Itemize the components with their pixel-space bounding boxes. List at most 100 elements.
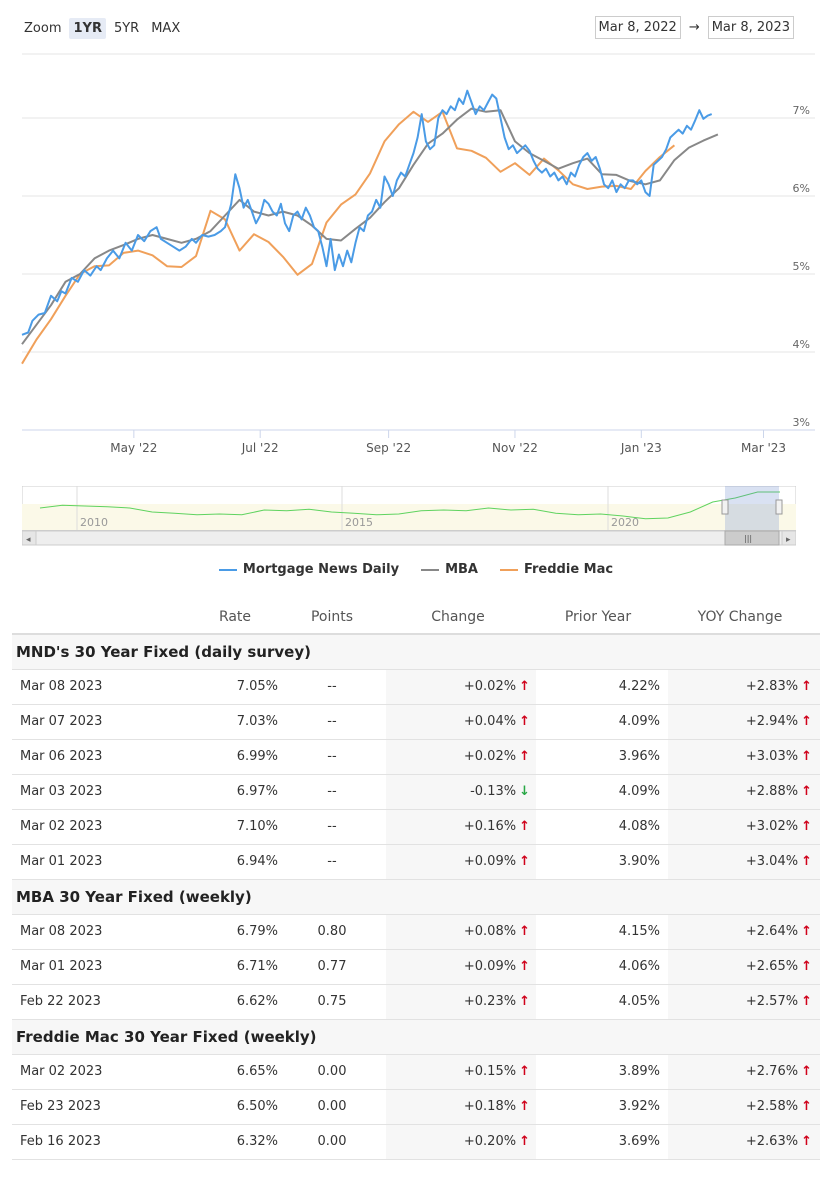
zoom-1yr-button[interactable]: 1YR xyxy=(69,18,106,39)
date-cell: Feb 23 2023 xyxy=(12,1089,192,1125)
points-cell-value: -- xyxy=(327,854,337,869)
scroll-right-button[interactable] xyxy=(781,530,796,546)
rate-cell: 6.97% xyxy=(192,774,278,810)
legend-item-mba[interactable]: MBA xyxy=(421,562,478,577)
arrow-up-icon: ↑ xyxy=(519,819,530,834)
navigator-right-handle[interactable] xyxy=(775,499,783,515)
arrow-up-icon: ↑ xyxy=(801,994,812,1009)
change-cell-value: +0.18% xyxy=(463,1099,517,1114)
table-row: Mar 02 2023 7.10% -- +0.16% ↑ 4.08% +3.02% ↑ xyxy=(12,809,820,845)
prior-year-cell-value: 3.69% xyxy=(618,1134,660,1149)
rate-cell: 7.03% xyxy=(192,704,278,740)
y-tick-label: 3% xyxy=(793,416,810,429)
yoy-cell: +2.64% ↑ xyxy=(668,914,820,950)
points-cell-value: -- xyxy=(327,784,337,799)
rate-cell-value: 7.05% xyxy=(236,679,278,694)
rate-cell-value: 6.99% xyxy=(236,749,278,764)
navigator-scrollbar[interactable] xyxy=(22,530,796,546)
prior-year-cell: 3.92% xyxy=(536,1089,668,1125)
points-cell: -- xyxy=(278,704,386,740)
points-cell: -- xyxy=(278,669,386,705)
date-cell-value: Mar 03 2023 xyxy=(20,784,103,799)
yoy-cell-value: +2.63% xyxy=(745,1134,799,1149)
points-cell-value: 0.00 xyxy=(317,1134,347,1149)
prior-year-cell-value: 3.92% xyxy=(618,1099,660,1114)
navigator-selection[interactable] xyxy=(725,486,779,530)
legend-item-mnd[interactable]: Mortgage News Daily xyxy=(218,562,399,577)
points-cell: -- xyxy=(278,809,386,845)
points-cell-value: -- xyxy=(327,819,337,834)
date-cell: Mar 08 2023 xyxy=(12,914,192,950)
change-cell: +0.16% ↑ xyxy=(386,809,536,845)
arrow-up-icon: ↑ xyxy=(801,854,812,869)
section-title: MBA 30 Year Fixed (weekly) xyxy=(12,879,820,915)
change-cell: +0.15% ↑ xyxy=(386,1054,536,1090)
prior-year-cell: 4.09% xyxy=(536,774,668,810)
header-points: Points xyxy=(278,600,386,635)
zoom-controls: Zoom 1YR 5YR MAX xyxy=(24,18,184,39)
arrow-up-icon: ↑ xyxy=(519,854,530,869)
points-cell: 0.77 xyxy=(278,949,386,985)
date-cell-value: Mar 01 2023 xyxy=(20,854,103,869)
section-title: MND's 30 Year Fixed (daily survey) xyxy=(12,634,820,670)
yoy-cell-value: +2.94% xyxy=(745,714,799,729)
change-cell-value: +0.20% xyxy=(463,1134,517,1149)
navigator-left-handle[interactable] xyxy=(721,499,729,515)
prior-year-cell-value: 4.09% xyxy=(618,784,660,799)
change-cell-value: +0.15% xyxy=(463,1064,517,1079)
x-tick-label: May '22 xyxy=(110,441,157,455)
date-cell: Feb 16 2023 xyxy=(12,1124,192,1160)
yoy-cell-value: +2.76% xyxy=(745,1064,799,1079)
yoy-cell: +3.03% ↑ xyxy=(668,739,820,775)
prior-year-cell: 4.05% xyxy=(536,984,668,1020)
series-line-mnd[interactable] xyxy=(21,89,713,336)
navigator-label-2010: 2010 xyxy=(80,516,108,529)
date-cell-value: Feb 22 2023 xyxy=(20,994,101,1009)
rate-cell-value: 7.10% xyxy=(236,819,278,834)
date-cell: Mar 07 2023 xyxy=(12,704,192,740)
legend-item-freddie[interactable]: Freddie Mac xyxy=(499,562,613,577)
arrow-up-icon: ↑ xyxy=(801,1134,812,1149)
range-to-input[interactable]: Mar 8, 2023 xyxy=(707,16,794,39)
change-cell-value: +0.16% xyxy=(463,819,517,834)
prior-year-cell-value: 4.06% xyxy=(618,959,660,974)
scroll-left-button[interactable] xyxy=(22,530,37,546)
range-from-input[interactable]: Mar 8, 2022 xyxy=(594,16,681,39)
date-cell-value: Mar 02 2023 xyxy=(20,819,103,834)
change-cell: +0.09% ↑ xyxy=(386,949,536,985)
change-cell: +0.18% ↑ xyxy=(386,1089,536,1125)
points-cell-value: 0.80 xyxy=(317,924,347,939)
section-header-row: Freddie Mac 30 Year Fixed (weekly) xyxy=(12,1019,820,1055)
prior-year-cell-value: 4.08% xyxy=(618,819,660,834)
change-cell-value: +0.02% xyxy=(463,679,517,694)
prior-year-cell: 4.15% xyxy=(536,914,668,950)
table-row: Feb 16 2023 6.32% 0.00 +0.20% ↑ 3.69% +2.63% ↑ xyxy=(12,1124,820,1160)
prior-year-cell: 4.08% xyxy=(536,809,668,845)
legend-swatch xyxy=(218,568,237,571)
navigator[interactable]: 2010 2015 2020 ◂ ||| ▸ xyxy=(22,486,796,548)
scrollbar-grip-icon: ||| xyxy=(744,534,752,543)
arrow-up-icon: ↑ xyxy=(519,1064,530,1079)
rates-table: Rate Points Change Prior Year YOY Change… xyxy=(12,600,820,1160)
arrow-up-icon: ↑ xyxy=(519,679,530,694)
points-cell: 0.80 xyxy=(278,914,386,950)
arrow-up-icon: ↑ xyxy=(519,1099,530,1114)
y-tick-label: 4% xyxy=(793,338,810,351)
yoy-cell: +2.83% ↑ xyxy=(668,669,820,705)
change-cell-value: +0.08% xyxy=(463,924,517,939)
series-line-mba[interactable] xyxy=(21,107,719,345)
rate-cell: 6.94% xyxy=(192,844,278,880)
navigator-series xyxy=(39,491,780,520)
zoom-5yr-button[interactable]: 5YR xyxy=(113,21,140,36)
points-cell: -- xyxy=(278,844,386,880)
points-cell: -- xyxy=(278,739,386,775)
series-line-freddie[interactable] xyxy=(21,110,676,365)
prior-year-cell: 3.89% xyxy=(536,1054,668,1090)
zoom-max-button[interactable]: MAX xyxy=(151,21,181,36)
points-cell: 0.00 xyxy=(278,1089,386,1125)
rate-cell: 6.62% xyxy=(192,984,278,1020)
yoy-cell-value: +2.57% xyxy=(745,994,799,1009)
rate-cell-value: 6.62% xyxy=(236,994,278,1009)
yoy-cell: +3.02% ↑ xyxy=(668,809,820,845)
scrollbar-thumb[interactable] xyxy=(724,530,780,546)
